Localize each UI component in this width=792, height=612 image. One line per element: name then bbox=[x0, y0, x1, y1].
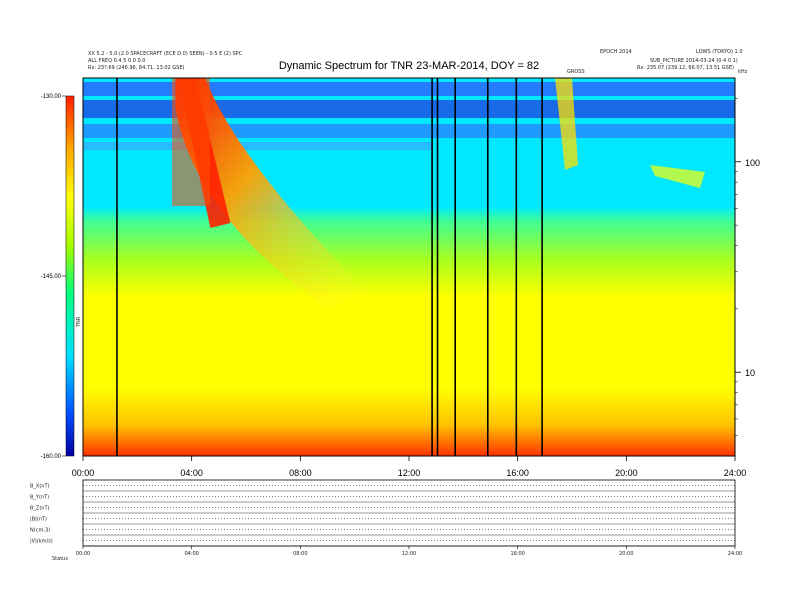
colorbar-ticks: -130.00 -145.00 -160.00 bbox=[41, 94, 66, 460]
spectrogram bbox=[83, 78, 735, 456]
header-right-line2: LOWS (TOKYO) 1.0 bbox=[696, 49, 743, 55]
bottom-x-axis: 00:00 04:00 08:00 12:00 16:00 20:00 24:00 bbox=[76, 546, 742, 557]
y-axis-right: 100 10 bbox=[735, 98, 760, 436]
line-44khz bbox=[83, 225, 735, 228]
colorbar-tick-label: -130.00 bbox=[41, 94, 62, 100]
footer-status: Status bbox=[52, 556, 68, 562]
type-iii-burst bbox=[175, 78, 369, 309]
bottom-row-label: B_Y(nT) bbox=[30, 495, 49, 501]
x-tick-label: 04:00 bbox=[180, 468, 203, 478]
bottom-x-tick-label: 00:00 bbox=[76, 551, 90, 557]
x-tick-label: 12:00 bbox=[398, 468, 421, 478]
header-right-line1: EPOCH 2014 bbox=[600, 49, 632, 55]
bottom-row-label: B_X(nT) bbox=[30, 484, 50, 490]
y-tick-label: 100 bbox=[745, 158, 760, 168]
header-left-line2: ALL FREQ 0.4 5 0.0 0.0 bbox=[88, 58, 145, 64]
burst-block bbox=[172, 78, 210, 206]
x-tick-label: 08:00 bbox=[289, 468, 312, 478]
bottom-row-label: |B|(nT) bbox=[30, 517, 47, 523]
x-axis: 00:00 04:00 08:00 12:00 16:00 20:00 24:00 bbox=[72, 456, 747, 478]
data-gap-lines bbox=[116, 78, 543, 456]
header-right-line4: Rx: 235.07 (239.12, 66.07, 13.51 GSE) bbox=[637, 65, 734, 71]
bottom-x-tick-label: 08:00 bbox=[293, 551, 307, 557]
bottom-x-tick-label: 16:00 bbox=[510, 551, 524, 557]
bottom-row-label: |V|(km/s) bbox=[30, 539, 53, 545]
x-tick-label: 24:00 bbox=[724, 468, 747, 478]
bottom-x-tick-label: 12:00 bbox=[402, 551, 416, 557]
burst-late-2 bbox=[650, 165, 705, 188]
chart-title: Dynamic Spectrum for TNR 23-MAR-2014, DO… bbox=[279, 60, 539, 72]
bottom-x-tick-label: 24:00 bbox=[728, 551, 742, 557]
x-tick-label: 16:00 bbox=[506, 468, 529, 478]
header-left-line1: XX 5.2 - 5.0 (2.0 SPACECRAFT (ECE D.0) S… bbox=[88, 51, 243, 57]
band-lower bbox=[83, 142, 433, 150]
header-right-line3: SUB_PICTURE 2014-03-24 (0 4 0 1) bbox=[650, 58, 738, 64]
bottom-row-label: N(cm-3) bbox=[30, 528, 50, 534]
bottom-x-tick-label: 04:00 bbox=[184, 551, 198, 557]
header-left-line3: Rx: 23?.69 (246.96, 84.71, 13.02 GSE) bbox=[88, 65, 184, 71]
x-tick-label: 20:00 bbox=[615, 468, 638, 478]
kHz-label: kHz bbox=[738, 69, 748, 75]
bottom-x-tick-label: 20:00 bbox=[619, 551, 633, 557]
bottom-row-label: B_Z(nT) bbox=[30, 506, 50, 512]
header-mid-label: GROSS bbox=[567, 69, 585, 75]
x-tick-label: 00:00 bbox=[72, 468, 95, 478]
colorbar-tick-label: -160.00 bbox=[41, 454, 62, 460]
y-tick-label: 10 bbox=[745, 368, 755, 378]
burst-late bbox=[555, 78, 578, 170]
colorbar-tick-label: -145.00 bbox=[41, 274, 62, 280]
colorbar-label: TNR bbox=[76, 316, 82, 328]
colorbar bbox=[65, 95, 75, 457]
